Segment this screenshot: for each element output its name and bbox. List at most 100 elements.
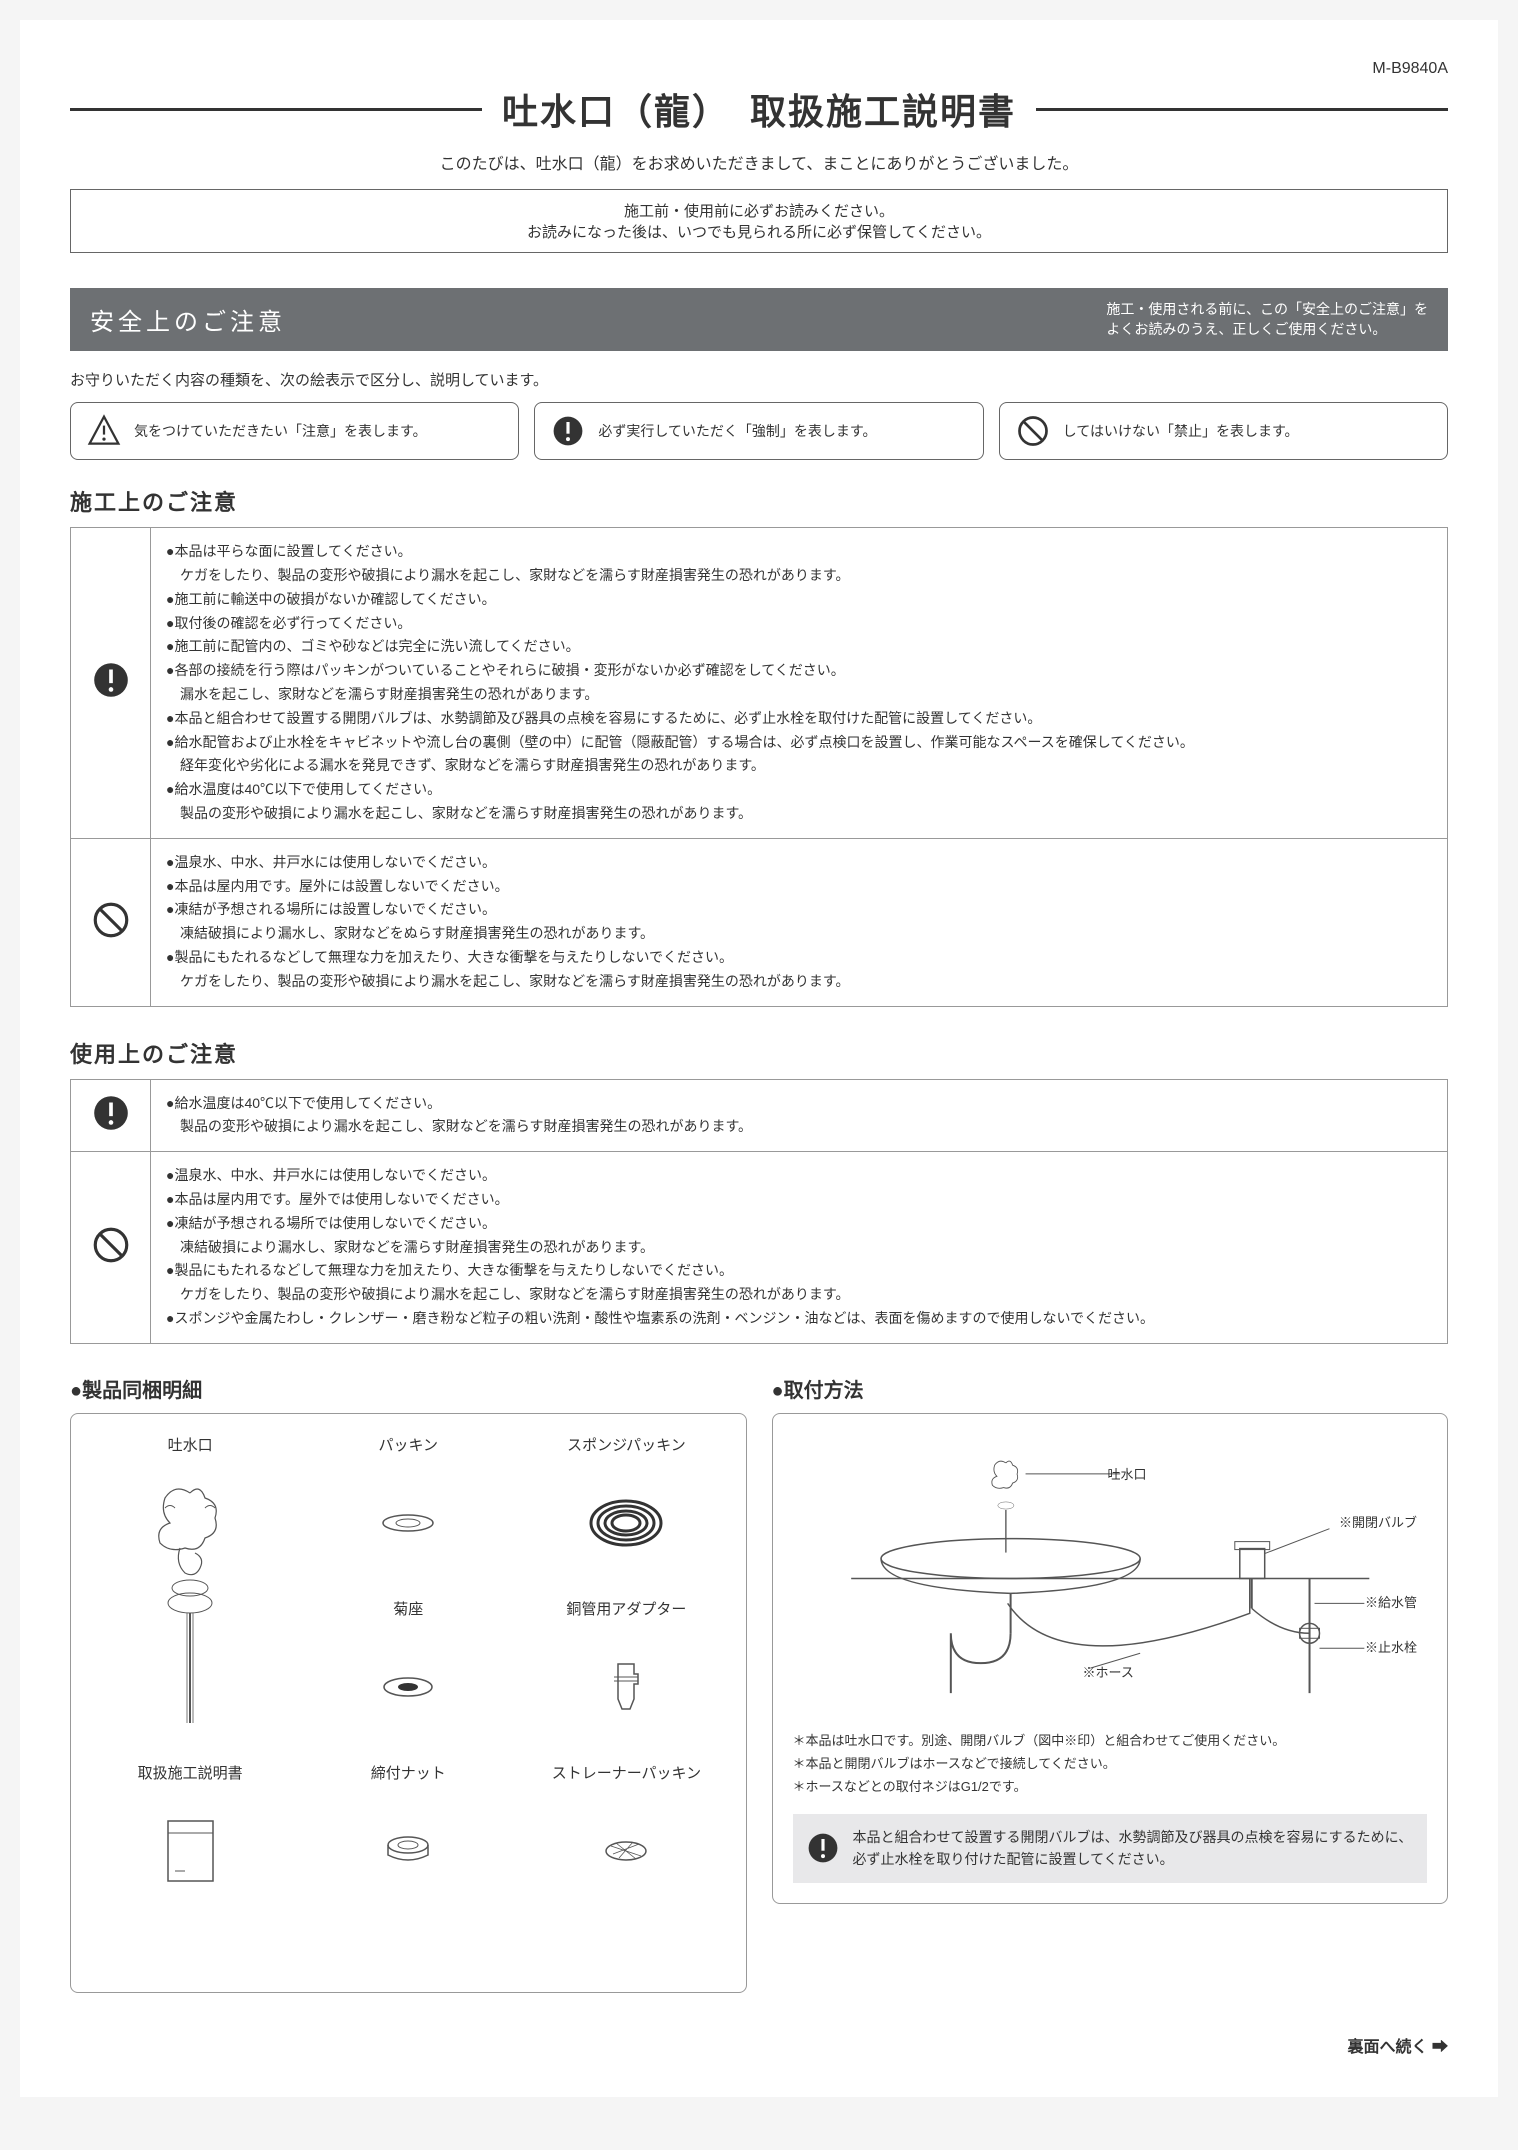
bullet-item: 製品の変形や破損により漏水を起こし、家財などを濡らす財産損害発生の恐れがあります…	[166, 802, 1432, 826]
prohibit-icon	[90, 899, 132, 941]
install-notes: ＊本品は吐水口です。別途、開閉バルブ（図中※印）と組合わせてご使用ください。 ＊…	[793, 1729, 1428, 1799]
part-nut-img	[304, 1791, 512, 1911]
part-manual-label: 取扱施工説明書	[86, 1762, 294, 1783]
usage-prohibit-cell: ●温泉水、中水、井戸水には使用しないでください。●本品は屋内用です。屋外では使用…	[151, 1152, 1448, 1344]
part-spout: 吐水口	[86, 1434, 294, 1747]
bullet-item: ケガをしたり、製品の変形や破損により漏水を起こし、家財などを濡らす財産損害発生の…	[166, 564, 1432, 588]
mandatory-icon	[550, 413, 586, 449]
explain-text: お守りいただく内容の種類を、次の絵表示で区分し、説明しています。	[70, 369, 1448, 390]
construction-mandatory-list: ●本品は平らな面に設置してください。 ケガをしたり、製品の変形や破損により漏水を…	[166, 540, 1432, 826]
part-nut-label: 締付ナット	[304, 1762, 512, 1783]
label-spout: 吐水口	[1108, 1464, 1147, 1483]
part-packing-label: パッキン	[304, 1434, 512, 1455]
document-code: M-B9840A	[70, 60, 1448, 78]
read-line1: 施工前・使用前に必ずお読みください。	[81, 200, 1437, 221]
part-strainer-label: ストレーナーパッキン	[522, 1762, 730, 1783]
bullet-item: ●給水温度は40℃以下で使用してください。	[166, 1092, 1432, 1116]
part-strainer-img	[522, 1791, 730, 1911]
bullet-item: ●給水温度は40℃以下で使用してください。	[166, 778, 1432, 802]
mandatory-icon	[90, 659, 132, 701]
bullet-item: ケガをしたり、製品の変形や破損により漏水を起こし、家財などを濡らす財産損害発生の…	[166, 1283, 1432, 1307]
bullet-item: 凍結破損により漏水し、家財などを濡らす財産損害発生の恐れがあります。	[166, 1236, 1432, 1260]
construction-table: ●本品は平らな面に設置してください。 ケガをしたり、製品の変形や破損により漏水を…	[70, 527, 1448, 1006]
footer-continue: 裏面へ続く ➡	[70, 2033, 1448, 2057]
bullet-item: 経年変化や劣化による漏水を発見できず、家財などを濡らす財産損害発生の恐れがありま…	[166, 754, 1432, 778]
part-spout-img	[86, 1463, 294, 1743]
install-note-0: ＊本品は吐水口です。別途、開閉バルブ（図中※印）と組合わせてご使用ください。	[793, 1729, 1428, 1752]
construction-mandatory-icon-cell	[71, 528, 151, 839]
install-column: ●取付方法	[772, 1374, 1449, 1993]
document-title: 吐水口（龍） 取扱施工説明書	[502, 83, 1016, 135]
part-sponge-img	[522, 1463, 730, 1583]
part-strainer: ストレーナーパッキン	[522, 1762, 730, 1911]
part-packing-img	[304, 1463, 512, 1583]
title-line-right	[1036, 108, 1448, 111]
install-diagram: 吐水口 ※開閉バルブ ※給水管 ※ホース ※止水栓	[793, 1434, 1428, 1714]
usage-mandatory-list: ●給水温度は40℃以下で使用してください。 製品の変形や破損により漏水を起こし、…	[166, 1092, 1432, 1140]
part-packing: パッキン	[304, 1434, 512, 1583]
prohibit-icon	[1015, 413, 1051, 449]
part-adapter-img	[522, 1627, 730, 1747]
bullet-item: ●施工前に配管内の、ゴミや砂などは完全に洗い流してください。	[166, 635, 1432, 659]
safety-note: 施工・使用される前に、この「安全上のご注意」を よくお読みのうえ、正しくご使用く…	[1106, 300, 1428, 339]
parts-heading: ●製品同梱明細	[70, 1374, 747, 1403]
label-hose: ※ホース	[1083, 1662, 1134, 1681]
legend-row: 気をつけていただきたい「注意」を表します。 必ず実行していただく「強制」を表しま…	[70, 402, 1448, 460]
legend-prohibit: してはいけない「禁止」を表します。	[999, 402, 1448, 460]
construction-mandatory-cell: ●本品は平らな面に設置してください。 ケガをしたり、製品の変形や破損により漏水を…	[151, 528, 1448, 839]
part-sponge: スポンジパッキン	[522, 1434, 730, 1583]
part-sponge-label: スポンジパッキン	[522, 1434, 730, 1455]
usage-heading: 使用上のご注意	[70, 1037, 1448, 1069]
bullet-item: ●本品は平らな面に設置してください。	[166, 540, 1432, 564]
legend-mandatory-text: 必ず実行していただく「強制」を表します。	[598, 421, 876, 441]
parts-column: ●製品同梱明細 吐水口	[70, 1374, 747, 1993]
prohibit-icon	[90, 1224, 132, 1266]
bullet-item: ●凍結が予想される場所では使用しないでください。	[166, 1212, 1432, 1236]
bullet-item: ●本品は屋内用です。屋外では使用しないでください。	[166, 1188, 1432, 1212]
bullet-item: ●温泉水、中水、井戸水には使用しないでください。	[166, 1164, 1432, 1188]
bullet-item: ●製品にもたれるなどして無理な力を加えたり、大きな衝撃を与えたりしないでください…	[166, 1259, 1432, 1283]
construction-prohibit-icon-cell	[71, 838, 151, 1006]
label-valve: ※開閉バルブ	[1339, 1512, 1417, 1531]
legend-caution-text: 気をつけていただきたい「注意」を表します。	[134, 421, 427, 441]
part-manual: 取扱施工説明書	[86, 1762, 294, 1911]
label-stop: ※止水栓	[1365, 1637, 1417, 1656]
bullet-item: ●温泉水、中水、井戸水には使用しないでください。	[166, 851, 1432, 875]
usage-mandatory-cell: ●給水温度は40℃以下で使用してください。 製品の変形や破損により漏水を起こし、…	[151, 1079, 1448, 1152]
legend-mandatory: 必ず実行していただく「強制」を表します。	[534, 402, 983, 460]
label-supply: ※給水管	[1365, 1592, 1417, 1611]
part-manual-img	[86, 1791, 294, 1911]
bullet-item: ●各部の接続を行う際はパッキンがついていることやそれらに破損・変形がないか必ず確…	[166, 659, 1432, 683]
parts-box: 吐水口	[70, 1413, 747, 1993]
read-before-box: 施工前・使用前に必ずお読みください。 お読みになった後は、いつでも見られる所に必…	[70, 189, 1448, 253]
bullet-item: ●スポンジや金属たわし・クレンザー・磨き粉など粒子の粗い洗剤・酸性や塩素系の洗剤…	[166, 1307, 1432, 1331]
bullet-item: ●給水配管および止水栓をキャビネットや流し台の裏側（壁の中）に配管（隠蔽配管）す…	[166, 731, 1432, 755]
install-box: 吐水口 ※開閉バルブ ※給水管 ※ホース ※止水栓 ＊本品は吐水口です。別途、開…	[772, 1413, 1449, 1904]
install-warning-text: 本品と組合わせて設置する開閉バルブは、水勢調節及び器具の点検を容易にするために、…	[853, 1826, 1416, 1871]
safety-section-bar: 安全上のご注意 施工・使用される前に、この「安全上のご注意」を よくお読みのうえ…	[70, 288, 1448, 351]
part-adapter-label: 銅管用アダプター	[522, 1598, 730, 1619]
construction-prohibit-list: ●温泉水、中水、井戸水には使用しないでください。●本品は屋内用です。屋外には設置…	[166, 851, 1432, 994]
bullet-item: ●取付後の確認を必ず行ってください。	[166, 612, 1432, 636]
thanks-text: このたびは、吐水口（龍）をお求めいただきまして、まことにありがとうございました。	[70, 150, 1448, 174]
part-spout-label: 吐水口	[86, 1434, 294, 1455]
mandatory-icon	[90, 1092, 132, 1134]
bullet-item: ●製品にもたれるなどして無理な力を加えたり、大きな衝撃を与えたりしないでください…	[166, 946, 1432, 970]
bullet-item: ●凍結が予想される場所には設置しないでください。	[166, 898, 1432, 922]
usage-prohibit-icon-cell	[71, 1152, 151, 1344]
usage-prohibit-list: ●温泉水、中水、井戸水には使用しないでください。●本品は屋内用です。屋外では使用…	[166, 1164, 1432, 1331]
install-note-1: ＊本品と開閉バルブはホースなどで接続してください。	[793, 1752, 1428, 1775]
bottom-columns: ●製品同梱明細 吐水口	[70, 1374, 1448, 1993]
construction-heading: 施工上のご注意	[70, 485, 1448, 517]
install-note-2: ＊ホースなどとの取付ネジはG1/2です。	[793, 1775, 1428, 1798]
mandatory-icon	[805, 1830, 841, 1866]
install-warning: 本品と組合わせて設置する開閉バルブは、水勢調節及び器具の点検を容易にするために、…	[793, 1814, 1428, 1883]
part-kikuza-img	[304, 1627, 512, 1747]
part-kikuza-label: 菊座	[304, 1598, 512, 1619]
caution-icon	[86, 413, 122, 449]
bullet-item: 漏水を起こし、家財などを濡らす財産損害発生の恐れがあります。	[166, 683, 1432, 707]
bullet-item: 製品の変形や破損により漏水を起こし、家財などを濡らす財産損害発生の恐れがあります…	[166, 1115, 1432, 1139]
bullet-item: ●本品は屋内用です。屋外には設置しないでください。	[166, 875, 1432, 899]
safety-title: 安全上のご注意	[90, 302, 286, 337]
construction-prohibit-cell: ●温泉水、中水、井戸水には使用しないでください。●本品は屋内用です。屋外には設置…	[151, 838, 1448, 1006]
